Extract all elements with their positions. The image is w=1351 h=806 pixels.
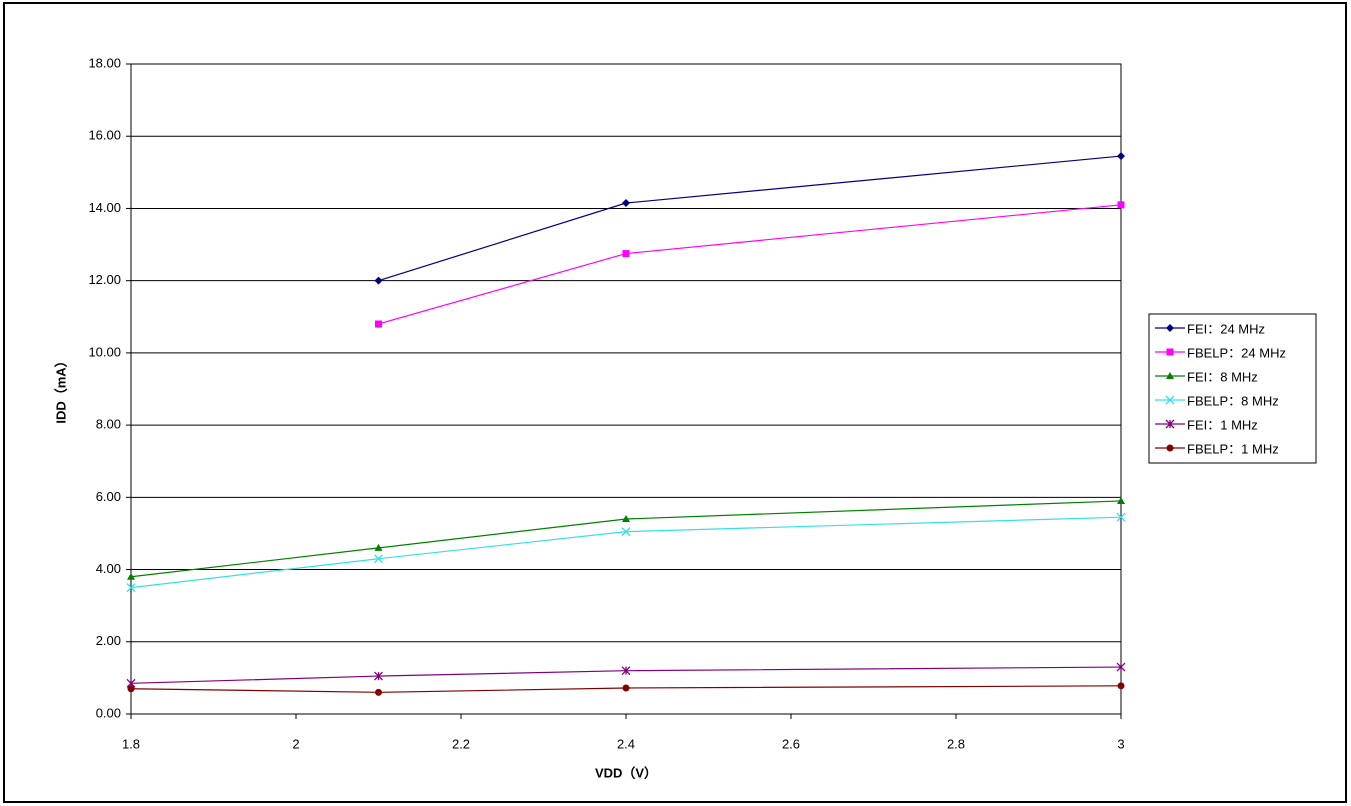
y-tick-label: 4.00 <box>96 561 121 576</box>
y-tick-label: 0.00 <box>96 705 121 720</box>
x-tick-label: 1.8 <box>122 736 140 751</box>
x-tick-label: 3 <box>1117 736 1124 751</box>
chart-frame <box>3 2 1347 803</box>
y-tick-label: 2.00 <box>96 633 121 648</box>
legend-marker <box>1165 395 1175 405</box>
y-tick-label: 16.00 <box>88 128 121 143</box>
legend-label: FBELP：1 MHz <box>1187 441 1279 456</box>
legend: FEI：24 MHz FBELP：24 MHz FEI：8 MHz FBELP：8 M… <box>1148 313 1317 464</box>
marker <box>1116 512 1126 522</box>
legend-box <box>1148 313 1317 464</box>
legend-label: FEI：8 MHz <box>1187 369 1258 384</box>
marker <box>622 684 630 692</box>
marker <box>621 666 631 676</box>
marker <box>1117 201 1125 209</box>
series-line <box>130 516 1122 589</box>
marker <box>1117 496 1125 504</box>
marker <box>127 685 135 693</box>
series-line <box>130 500 1122 578</box>
marker <box>1117 682 1125 690</box>
marker <box>374 543 383 551</box>
marker <box>622 199 630 208</box>
x-tick-label: 2.8 <box>947 736 965 751</box>
legend-label: FBELP：24 MHz <box>1187 345 1286 360</box>
x-axis-label: VDD（V） <box>595 765 657 780</box>
marker <box>1116 662 1126 672</box>
marker <box>622 515 630 522</box>
marker <box>622 250 630 258</box>
x-tick-label: 2.4 <box>617 736 635 751</box>
marker <box>621 527 631 537</box>
legend-marker <box>1166 372 1174 379</box>
legend-label: FEI：1 MHz <box>1187 417 1258 432</box>
marker <box>374 276 383 285</box>
marker <box>374 671 383 681</box>
series-line <box>130 685 1122 693</box>
legend-marker <box>1166 348 1174 356</box>
y-tick-label: 14.00 <box>88 200 121 215</box>
marker <box>127 572 135 580</box>
legend-marker <box>1166 444 1174 452</box>
legend-label: FEI：24 MHz <box>1187 321 1265 336</box>
marker <box>126 583 136 593</box>
y-tick-label: 8.00 <box>96 417 121 432</box>
y-tick-label: 10.00 <box>88 344 121 359</box>
marker <box>1117 152 1125 161</box>
y-tick-label: 12.00 <box>88 272 121 287</box>
y-tick-label: 18.00 <box>88 55 121 70</box>
marker <box>374 554 383 564</box>
x-tick-label: 2.6 <box>782 736 800 751</box>
legend-marker <box>1165 419 1175 429</box>
x-tick-label: 2 <box>292 736 299 751</box>
series-line <box>130 666 1122 684</box>
x-tick-label: 2.2 <box>452 736 470 751</box>
y-axis-label: IDD（mA） <box>53 354 68 423</box>
plot-area <box>130 63 1122 715</box>
marker <box>375 320 382 328</box>
legend-label: FBELP：8 MHz <box>1187 393 1279 408</box>
legend-marker <box>1166 324 1174 332</box>
y-tick-label: 6.00 <box>96 489 121 504</box>
marker <box>375 688 382 696</box>
